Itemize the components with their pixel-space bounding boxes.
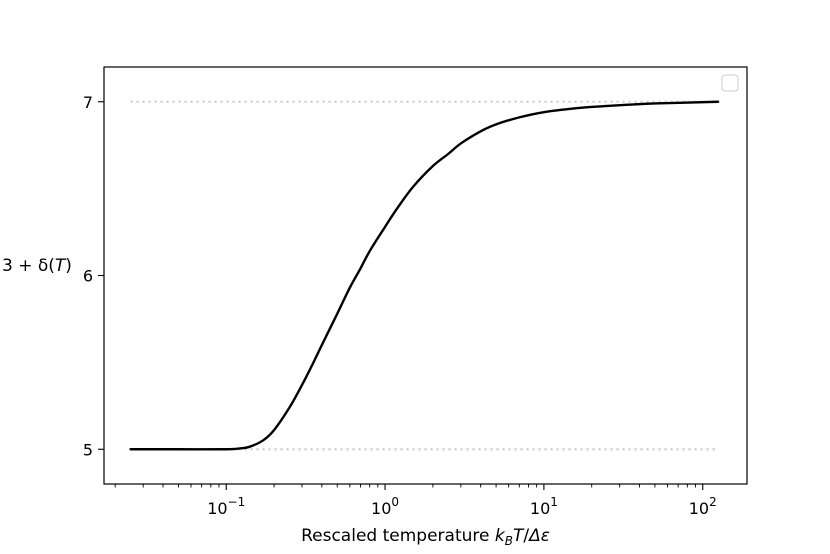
x-axis-label: Rescaled temperature kBT/Δε <box>301 526 550 548</box>
x-tick-label: 102 <box>689 495 717 518</box>
reference-lines <box>130 100 719 451</box>
x-axis-ticks: 10−1 100 101 102 <box>114 484 717 518</box>
x-tick-label: 100 <box>371 495 399 518</box>
x-axis-label-t: T <box>513 526 525 546</box>
x-tick-label: 101 <box>530 495 558 518</box>
series-layer <box>129 100 720 451</box>
y-tick-label: 5 <box>83 440 93 459</box>
y-axis-label-prefix: 3 + δ( <box>2 256 55 276</box>
y-axis-label: 3 + δ(T) <box>2 256 72 276</box>
y-axis-label-t: T <box>55 256 67 276</box>
x-axis-label-subscript-b: B <box>505 534 513 548</box>
y-tick-label: 6 <box>83 267 93 286</box>
x-tick-label: 10−1 <box>207 495 245 518</box>
x-axis-label-delta-epsilon: Δε <box>527 526 550 546</box>
x-tick-label-base: 10 <box>530 499 550 518</box>
x-tick-label-base: 10 <box>207 499 227 518</box>
x-tick-label-exponent: −1 <box>228 495 246 509</box>
y-axis-ticks: 5 6 7 <box>83 93 104 459</box>
x-axis-label-k: k <box>495 526 506 546</box>
x-axis-label-slash: / <box>523 526 529 546</box>
x-tick-label-exponent: 2 <box>709 495 717 509</box>
x-tick-label-exponent: 0 <box>391 495 399 509</box>
series-line-0 <box>129 100 720 451</box>
y-axis-label-suffix: ) <box>65 256 72 276</box>
legend-box <box>721 74 739 92</box>
x-axis-label-prefix: Rescaled temperature <box>301 526 495 546</box>
y-tick-label: 7 <box>83 93 93 112</box>
plot-area-frame <box>103 66 748 485</box>
x-tick-label-base: 10 <box>371 499 391 518</box>
x-tick-label-exponent: 1 <box>550 495 558 509</box>
x-tick-label-base: 10 <box>689 499 709 518</box>
